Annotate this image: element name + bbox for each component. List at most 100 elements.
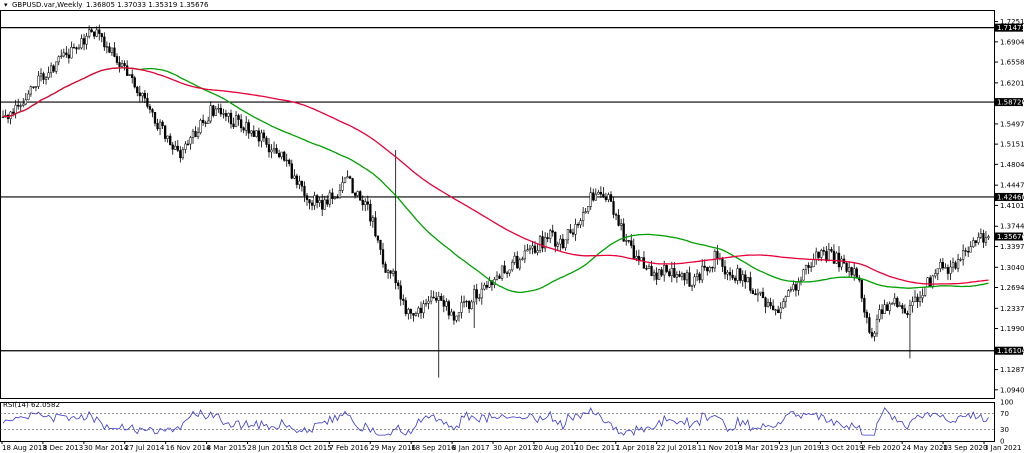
candle-body (333, 197, 337, 199)
candle-body (39, 73, 43, 77)
candle-body (825, 251, 828, 262)
candle-body (657, 269, 661, 280)
candle-body (908, 305, 912, 315)
candle-body (419, 307, 423, 314)
candle-body (619, 223, 623, 226)
candle-body (260, 132, 263, 142)
candle-body (115, 56, 119, 63)
candle-body (275, 148, 278, 154)
candle-body (369, 203, 372, 222)
candle-body (574, 224, 577, 235)
candle-body (967, 251, 970, 253)
candle-body (290, 163, 293, 179)
candle-body (579, 220, 582, 226)
candle-body (571, 232, 575, 235)
candle-body (328, 192, 331, 205)
candle-body (622, 223, 625, 242)
price-tick-label: 1.48045 (1000, 161, 1024, 169)
candle-body (784, 296, 787, 302)
candle-body (883, 304, 886, 315)
candle-body (138, 92, 141, 97)
candle-body (11, 111, 15, 114)
candle-body (204, 122, 207, 124)
candle-body (822, 250, 825, 252)
price-panel[interactable] (0, 10, 995, 399)
candle-body (607, 194, 610, 200)
time-tick-label: 23 Jun 2019 (779, 444, 821, 452)
rsi-tick-label: 30 (1000, 426, 1009, 434)
price-tick-label: 1.62010 (1000, 79, 1024, 87)
candle-body (617, 214, 620, 226)
candle-body (133, 77, 136, 88)
candle-body (627, 240, 630, 242)
candle-body (769, 302, 772, 307)
candle-body (549, 230, 552, 239)
candle-body (516, 255, 519, 269)
candle-body (827, 249, 831, 262)
candle-body (265, 137, 268, 145)
candle-body (483, 284, 486, 290)
candle-body (690, 284, 694, 287)
candle-body (229, 112, 233, 125)
candle-body (293, 175, 296, 179)
chart-header: ▾ GBPUSD.var,Weekly 1.36805 1.37033 1.35… (4, 1, 209, 9)
candle-body (313, 195, 316, 206)
candle-body (599, 191, 603, 195)
candle-body (782, 301, 785, 309)
candle-body (566, 229, 570, 241)
candle-body (270, 149, 273, 153)
candle-body (855, 268, 858, 278)
candle-body (359, 191, 362, 201)
rsi-panel[interactable] (0, 402, 995, 442)
candle-body (751, 290, 755, 294)
candle-body (65, 52, 68, 56)
candle-body (298, 180, 301, 185)
level-label-box (995, 192, 1023, 201)
candle-body (703, 265, 706, 268)
candle-body (98, 29, 101, 34)
candle-body (711, 266, 714, 269)
candle-body (72, 47, 76, 49)
candle-body (665, 265, 668, 272)
candle-body (921, 295, 924, 299)
candle-body (546, 237, 549, 239)
candle-body (777, 309, 780, 314)
candle-body (257, 130, 261, 142)
candle-body (554, 231, 557, 247)
dropdown-icon[interactable]: ▾ (4, 1, 8, 9)
candle-body (797, 281, 800, 291)
candle-body (673, 268, 676, 278)
candle-body (34, 86, 38, 88)
candle-body (262, 132, 266, 139)
candle-body (181, 149, 185, 159)
ma-fast-line (2, 67, 989, 294)
candle-body (906, 313, 909, 315)
candle-body (336, 197, 339, 199)
candle-body (916, 296, 919, 302)
candle-body (528, 247, 532, 251)
candle-body (875, 318, 879, 334)
symbol-label: GBPUSD.var,Weekly (12, 1, 82, 9)
candle-body (774, 309, 777, 311)
candle-body (394, 270, 397, 284)
candle-body (252, 130, 255, 137)
candle-body (809, 266, 813, 268)
candle-body (409, 309, 413, 314)
candle-body (70, 47, 73, 59)
candle-body (693, 276, 696, 286)
candle-body (503, 265, 506, 274)
candle-body (310, 202, 314, 206)
candle-body (465, 300, 468, 303)
candle-body (488, 280, 491, 288)
candle-body (708, 266, 711, 272)
candle-body (536, 250, 539, 253)
candle-body (100, 33, 103, 38)
candle-body (660, 269, 663, 276)
level-label: 1.42460 (997, 193, 1024, 201)
candle-body (455, 315, 458, 321)
candle-body (961, 250, 965, 260)
time-tick-label: 3 Jan 2021 (984, 444, 1022, 452)
candle-body (675, 274, 679, 278)
